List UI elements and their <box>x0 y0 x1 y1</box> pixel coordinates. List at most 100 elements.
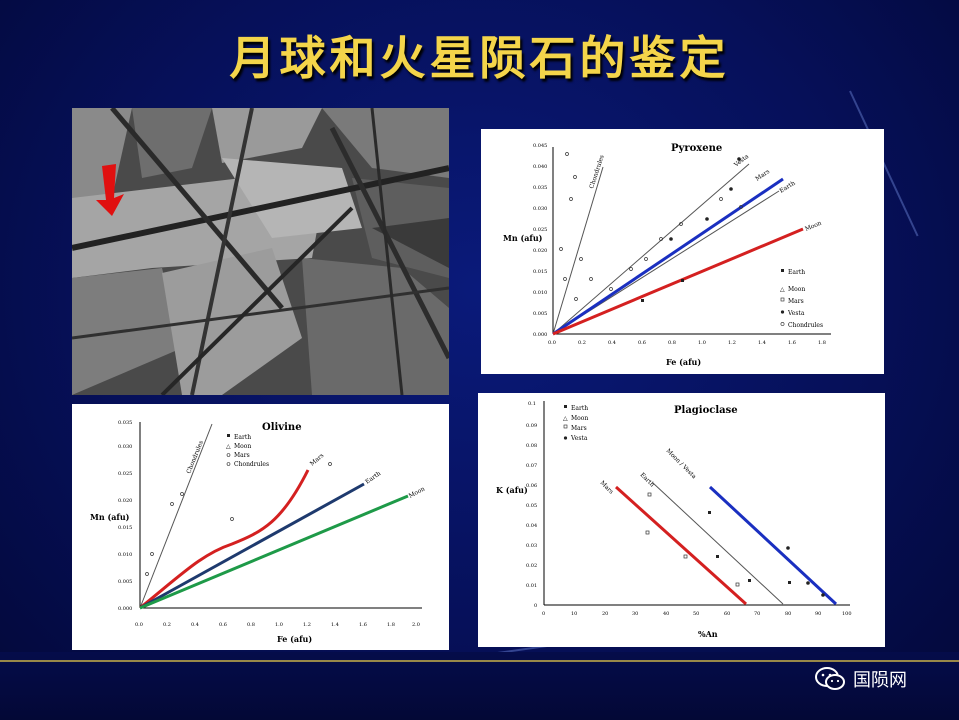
svg-text:0.01: 0.01 <box>526 583 537 589</box>
svg-text:2.0: 2.0 <box>412 622 420 628</box>
svg-text:0.015: 0.015 <box>533 269 547 275</box>
svg-text:△: △ <box>780 286 785 293</box>
svg-text:1.8: 1.8 <box>387 622 395 628</box>
svg-text:0.05: 0.05 <box>526 503 537 509</box>
svg-text:0.08: 0.08 <box>526 443 537 449</box>
olivine-chart: Olivine Mn (afu) Fe (afu) 0.000 0.005 0.… <box>72 404 449 650</box>
svg-text:90: 90 <box>815 611 821 617</box>
svg-text:0.04: 0.04 <box>526 523 537 529</box>
svg-text:0.02: 0.02 <box>526 563 537 569</box>
svg-text:0.025: 0.025 <box>533 227 547 233</box>
red-arrow-icon <box>96 164 124 216</box>
svg-text:0.0: 0.0 <box>548 340 556 346</box>
svg-text:0.010: 0.010 <box>118 552 132 558</box>
svg-text:△: △ <box>226 443 231 450</box>
svg-text:Mars: Mars <box>754 168 771 183</box>
svg-text:1.8: 1.8 <box>818 340 826 346</box>
svg-text:1.6: 1.6 <box>359 622 367 628</box>
svg-text:Vesta: Vesta <box>732 153 750 169</box>
svg-text:0.2: 0.2 <box>578 340 586 346</box>
svg-text:1.0: 1.0 <box>275 622 283 628</box>
svg-text:0.035: 0.035 <box>118 420 132 426</box>
svg-text:0.03: 0.03 <box>526 543 537 549</box>
svg-text:Earth: Earth <box>788 269 805 276</box>
svg-text:0.4: 0.4 <box>191 622 199 628</box>
svg-text:Mars: Mars <box>234 452 250 459</box>
svg-text:0.8: 0.8 <box>668 340 676 346</box>
pyroxene-chart: Pyroxene Mn (afu) Fe (afu) 0.000 0.005 0… <box>481 129 884 374</box>
chart-title: Plagioclase <box>674 405 738 416</box>
brand-name: 国陨网 <box>853 670 907 691</box>
y-axis-label: Mn (afu) <box>90 512 130 522</box>
svg-text:60: 60 <box>724 611 730 617</box>
svg-text:Moon / Vesta: Moon / Vesta <box>665 447 698 480</box>
svg-text:Mars: Mars <box>788 298 804 305</box>
svg-text:Earth: Earth <box>364 470 382 486</box>
svg-text:0.010: 0.010 <box>533 290 547 296</box>
svg-text:0.000: 0.000 <box>533 332 547 338</box>
brand-watermark: 国陨网 <box>815 664 907 694</box>
svg-text:0.020: 0.020 <box>118 498 132 504</box>
svg-text:0.005: 0.005 <box>533 311 547 317</box>
svg-text:0.06: 0.06 <box>526 483 537 489</box>
wechat-icon <box>815 667 845 690</box>
svg-text:Mars: Mars <box>571 425 587 432</box>
x-axis-label: Fe (afu) <box>277 634 312 644</box>
x-axis-label: %An <box>698 629 718 639</box>
svg-text:1.4: 1.4 <box>758 340 766 346</box>
svg-text:20: 20 <box>602 611 608 617</box>
svg-text:Moon: Moon <box>804 220 823 233</box>
svg-text:0.015: 0.015 <box>118 525 132 531</box>
svg-text:Chondrules: Chondrules <box>788 322 823 329</box>
svg-text:Vesta: Vesta <box>787 310 805 317</box>
chart-title: Olivine <box>262 422 302 433</box>
svg-text:Chondrules: Chondrules <box>588 154 605 190</box>
svg-text:50: 50 <box>693 611 699 617</box>
x-axis-label: Fe (afu) <box>666 357 701 367</box>
y-axis-label: Mn (afu) <box>503 233 543 243</box>
svg-text:Earth: Earth <box>234 434 251 441</box>
svg-text:0.005: 0.005 <box>118 579 132 585</box>
svg-text:Moon: Moon <box>571 415 588 422</box>
svg-text:△: △ <box>563 415 568 422</box>
svg-text:0.030: 0.030 <box>533 206 547 212</box>
svg-text:Chondrules: Chondrules <box>185 440 205 475</box>
svg-text:Vesta: Vesta <box>570 435 588 442</box>
svg-text:0.020: 0.020 <box>533 248 547 254</box>
svg-text:1.2: 1.2 <box>728 340 736 346</box>
svg-text:0.6: 0.6 <box>219 622 227 628</box>
svg-text:0.0: 0.0 <box>135 622 143 628</box>
svg-text:0: 0 <box>534 603 537 609</box>
svg-text:0.030: 0.030 <box>118 444 132 450</box>
footer-divider <box>0 660 959 662</box>
svg-text:0.8: 0.8 <box>247 622 255 628</box>
svg-text:Mars: Mars <box>599 479 615 495</box>
svg-text:0.1: 0.1 <box>528 401 536 407</box>
meteorite-micrograph <box>72 108 449 395</box>
svg-text:Earth: Earth <box>639 471 656 488</box>
svg-text:0: 0 <box>542 611 545 617</box>
plagioclase-chart: Plagioclase K (afu) %An 0 0.01 0.02 0.03… <box>478 393 885 647</box>
y-axis-label: K (afu) <box>496 485 528 495</box>
slide-title: 月球和火星陨石的鉴定 <box>229 31 730 85</box>
svg-text:0.000: 0.000 <box>118 606 132 612</box>
svg-text:0.025: 0.025 <box>118 471 132 477</box>
svg-text:Chondrules: Chondrules <box>234 461 269 468</box>
svg-text:Moon: Moon <box>788 286 805 293</box>
svg-text:0.4: 0.4 <box>608 340 616 346</box>
svg-text:1.6: 1.6 <box>788 340 796 346</box>
svg-text:70: 70 <box>754 611 760 617</box>
svg-text:0.045: 0.045 <box>533 143 547 149</box>
svg-text:Mars: Mars <box>309 452 326 467</box>
svg-text:0.2: 0.2 <box>163 622 171 628</box>
chart-title: Pyroxene <box>671 143 722 154</box>
svg-text:10: 10 <box>571 611 577 617</box>
svg-text:Moon: Moon <box>408 485 427 499</box>
svg-text:30: 30 <box>632 611 638 617</box>
svg-text:0.035: 0.035 <box>533 185 547 191</box>
svg-text:0.040: 0.040 <box>533 164 547 170</box>
svg-text:0.6: 0.6 <box>638 340 646 346</box>
svg-text:Earth: Earth <box>571 405 588 412</box>
svg-text:1.2: 1.2 <box>303 622 311 628</box>
svg-text:0.07: 0.07 <box>526 463 537 469</box>
